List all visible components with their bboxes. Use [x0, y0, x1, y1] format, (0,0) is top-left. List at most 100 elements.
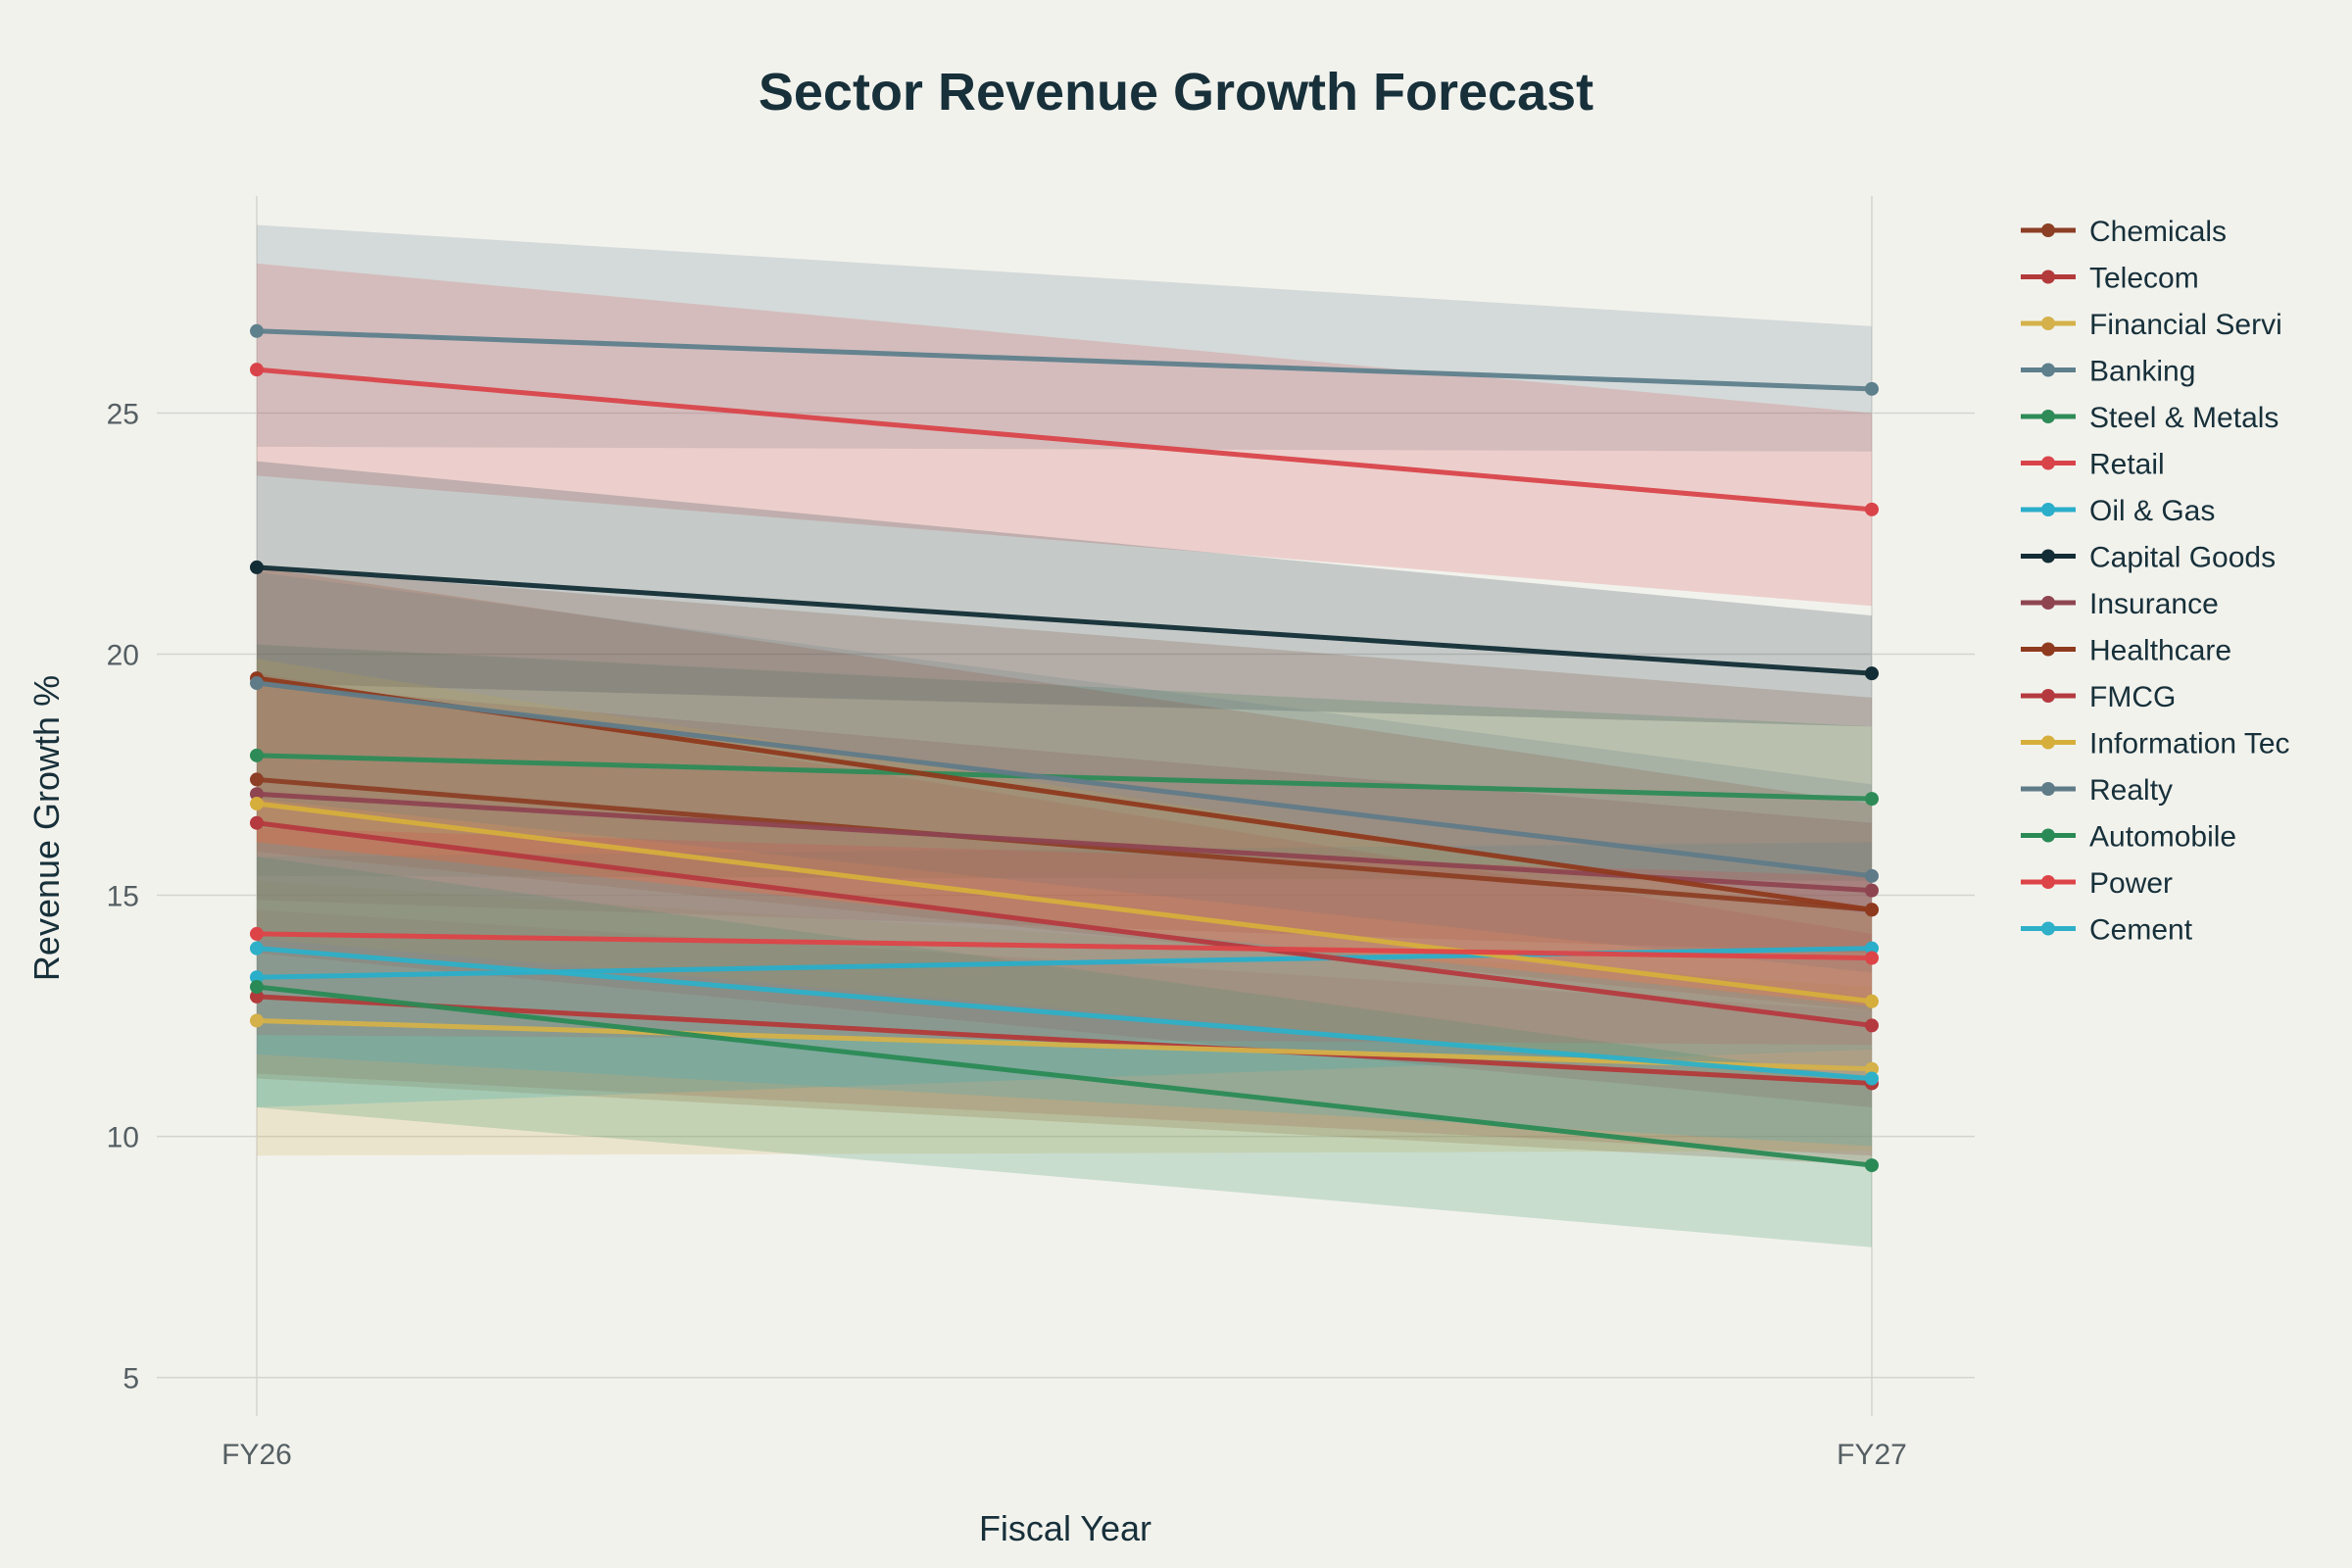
- data-point[interactable]: [1865, 792, 1879, 807]
- legend-label: Cement: [2089, 914, 2193, 947]
- series-line[interactable]: [256, 367, 1873, 513]
- legend-item[interactable]: Retail: [2021, 449, 2165, 481]
- data-point[interactable]: [1865, 666, 1879, 681]
- series-line[interactable]: [256, 984, 1873, 1168]
- legend-item[interactable]: FMCG: [2021, 681, 2176, 713]
- data-point[interactable]: [1865, 951, 1879, 965]
- y-tick-label: 25: [107, 398, 139, 430]
- legend-item[interactable]: Oil & Gas: [2021, 495, 2215, 527]
- legend-swatch-marker: [2041, 689, 2055, 703]
- legend-swatch-marker: [2041, 549, 2055, 564]
- legend-swatch-marker: [2041, 456, 2055, 470]
- data-point[interactable]: [250, 815, 264, 830]
- data-point[interactable]: [1865, 1061, 1879, 1076]
- series-line[interactable]: [256, 820, 1873, 1028]
- legend-label: Realty: [2089, 774, 2173, 807]
- data-point[interactable]: [1865, 941, 1879, 956]
- series-line[interactable]: [256, 931, 1873, 961]
- data-point[interactable]: [250, 323, 264, 338]
- legend-item[interactable]: Chemicals: [2021, 216, 2227, 248]
- data-point[interactable]: [250, 970, 264, 985]
- x-tick-label: FY27: [1837, 1439, 1907, 1471]
- legend-label: Capital Goods: [2089, 542, 2276, 574]
- data-point[interactable]: [250, 941, 264, 956]
- confidence-band: [257, 880, 1872, 1156]
- series-line-group[interactable]: [250, 787, 1879, 898]
- data-point[interactable]: [250, 1013, 264, 1028]
- data-point[interactable]: [1865, 1018, 1879, 1033]
- data-point[interactable]: [1865, 1158, 1879, 1173]
- series-line-group[interactable]: [250, 363, 1879, 516]
- axes: 5 10 15 20 25 FY26 FY27: [107, 398, 1907, 1471]
- legend-item[interactable]: Realty: [2021, 774, 2173, 807]
- data-point[interactable]: [1865, 903, 1879, 917]
- legend-item[interactable]: Banking: [2021, 356, 2195, 388]
- y-tick-label: 10: [107, 1122, 139, 1154]
- data-point[interactable]: [1865, 994, 1879, 1008]
- legend-item[interactable]: Information Tec: [2021, 728, 2290, 760]
- data-point[interactable]: [250, 989, 264, 1004]
- confidence-band: [257, 571, 1872, 973]
- data-point[interactable]: [1865, 883, 1879, 898]
- series-lines: [250, 323, 1879, 1173]
- series-line[interactable]: [256, 564, 1873, 676]
- legend[interactable]: Chemicals Telecom Financial Servi Banking St…: [2021, 216, 2290, 947]
- data-point[interactable]: [250, 748, 264, 762]
- series-line-group[interactable]: [250, 926, 1879, 965]
- legend-item[interactable]: Telecom: [2021, 263, 2199, 295]
- legend-item[interactable]: Capital Goods: [2021, 542, 2276, 574]
- series-line[interactable]: [256, 946, 1873, 1082]
- data-point[interactable]: [250, 363, 264, 377]
- confidence-band: [257, 566, 1872, 1011]
- data-point[interactable]: [250, 560, 264, 574]
- legend-item[interactable]: Financial Servi: [2021, 309, 2282, 341]
- legend-label: Retail: [2089, 449, 2165, 481]
- legend-item[interactable]: Healthcare: [2021, 635, 2231, 667]
- series-line[interactable]: [256, 1017, 1873, 1072]
- series-line-group[interactable]: [250, 941, 1879, 1086]
- legend-label: Chemicals: [2089, 216, 2227, 248]
- series-line-group[interactable]: [250, 797, 1879, 1008]
- data-point[interactable]: [250, 980, 264, 995]
- series-line-group[interactable]: [250, 323, 1879, 396]
- data-point[interactable]: [250, 772, 264, 787]
- data-point[interactable]: [1865, 1071, 1879, 1086]
- series-line-group[interactable]: [250, 815, 1879, 1033]
- legend-item[interactable]: Power: [2021, 867, 2173, 900]
- legend-swatch-marker: [2041, 921, 2055, 936]
- legend-swatch-marker: [2041, 270, 2055, 284]
- confidence-band: [257, 224, 1872, 452]
- legend-label: Banking: [2089, 356, 2195, 388]
- legend-item[interactable]: Cement: [2021, 914, 2193, 947]
- series-line[interactable]: [256, 994, 1873, 1086]
- legend-item[interactable]: Automobile: [2021, 821, 2236, 854]
- data-point[interactable]: [1865, 502, 1879, 516]
- series-line-group[interactable]: [250, 676, 1879, 883]
- legend-item[interactable]: Insurance: [2021, 588, 2219, 620]
- series-line[interactable]: [256, 791, 1873, 894]
- confidence-band: [257, 461, 1872, 727]
- legend-swatch-marker: [2041, 317, 2055, 330]
- legend-label: Information Tec: [2089, 728, 2290, 760]
- data-point[interactable]: [250, 787, 264, 802]
- data-point[interactable]: [250, 926, 264, 941]
- legend-label: Steel & Metals: [2089, 402, 2278, 434]
- legend-item[interactable]: Steel & Metals: [2021, 402, 2278, 434]
- series-line[interactable]: [256, 328, 1873, 392]
- data-point[interactable]: [1865, 381, 1879, 396]
- series-line-group[interactable]: [250, 560, 1879, 681]
- series-line-group[interactable]: [250, 1013, 1879, 1076]
- data-point[interactable]: [250, 797, 264, 811]
- series-line[interactable]: [256, 801, 1873, 1004]
- legend-label: Telecom: [2089, 263, 2199, 295]
- legend-swatch-marker: [2041, 642, 2055, 657]
- series-line[interactable]: [256, 680, 1873, 879]
- chart-title: Sector Revenue Growth Forecast: [759, 63, 1593, 122]
- legend-label: Healthcare: [2089, 635, 2231, 667]
- series-line-group[interactable]: [250, 980, 1879, 1173]
- data-point[interactable]: [250, 676, 264, 691]
- data-point[interactable]: [1865, 868, 1879, 883]
- legend-swatch-marker: [2041, 596, 2055, 610]
